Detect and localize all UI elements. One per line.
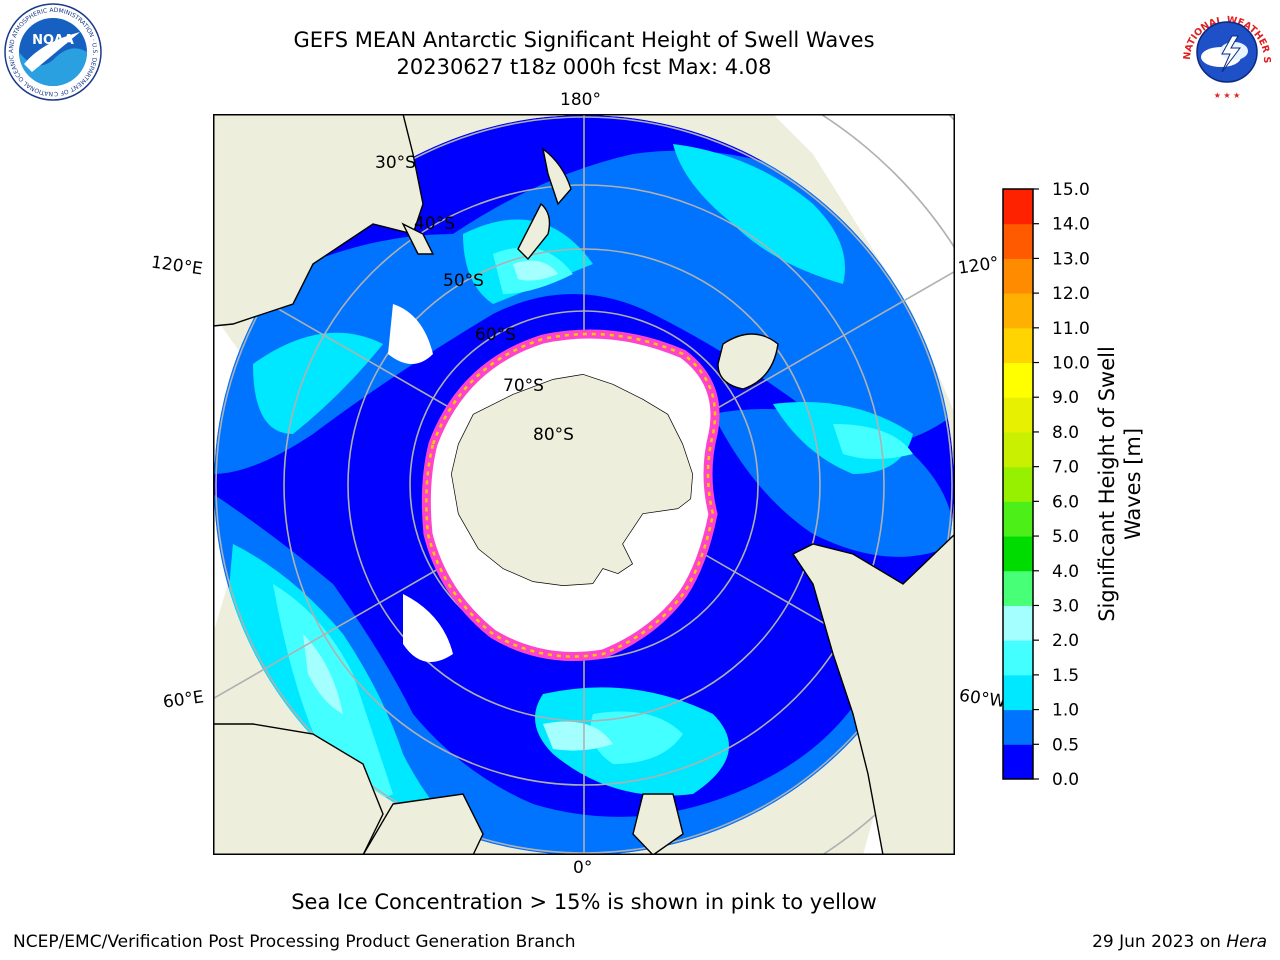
footer-branch: NCEP/EMC/Verification Post Processing Pr… (13, 932, 576, 952)
colorbar-block (1003, 536, 1033, 572)
colorbar-block (1003, 258, 1033, 294)
colorbar-block (1003, 327, 1033, 364)
lat-label-50s: 50°S (443, 271, 484, 291)
footer-date-text: 29 Jun 2023 on (1092, 932, 1227, 952)
colorbar-block (1003, 397, 1033, 433)
land-outlines (213, 114, 955, 855)
colorbar-tick-label: 7.0 (1052, 458, 1079, 478)
colorbar: 0.0 0.5 1.0 1.5 2.0 3.0 4.0 5.0 6.0 7.0 8.0 9.0 10.0… (1002, 180, 1145, 790)
lon-label-bottom: 0° (573, 858, 593, 878)
colorbar-block (1003, 466, 1033, 502)
colorbar-tick-label: 0.0 (1052, 770, 1079, 790)
footer-host: Hera (1226, 932, 1267, 952)
colorbar-tick-label: 9.0 (1052, 388, 1079, 408)
colorbar-block (1003, 431, 1033, 468)
colorbar-tick-label: 1.0 (1052, 701, 1079, 721)
lon-label-60e: 60°E (161, 687, 206, 713)
map-frame (213, 114, 955, 855)
colorbar-ticks: 0.0 0.5 1.0 1.5 2.0 3.0 4.0 5.0 6.0 7.0 8.0 9.0 10.0… (1033, 180, 1090, 790)
colorbar-frame (1002, 188, 1034, 780)
footer-date: 29 Jun 2023 on Hera (1092, 932, 1267, 952)
colorbar-tick-label: 0.5 (1052, 735, 1079, 755)
colorbar-tick-label: 10.0 (1052, 354, 1090, 374)
lat-label-40s: 40°S (414, 214, 455, 234)
sea-ice (388, 304, 720, 662)
colorbar-block (1003, 605, 1033, 641)
chart-title: GEFS MEAN Antarctic Significant Height o… (293, 28, 875, 52)
colorbar-tick-label: 2.0 (1052, 631, 1079, 651)
colorbar-block (1003, 674, 1033, 711)
colorbar-block (1003, 362, 1033, 398)
lon-label-120e: 120°E (149, 252, 204, 280)
colorbar-block (1003, 744, 1033, 780)
lat-label-30s: 30°S (375, 153, 416, 173)
lat-label-80s: 80°S (533, 425, 574, 445)
noaa-logo: NATIONAL OCEANIC AND ATMOSPHERIC ADMINIS… (2, 2, 102, 101)
colorbar-tick-label: 1.5 (1052, 666, 1079, 686)
colorbar-block (1003, 189, 1033, 225)
colorbar-label-line1: Significant Height of Swell (1095, 346, 1119, 622)
colorbar-block (1003, 293, 1033, 329)
chart-subtitle: 20230627 t18z 000h fcst Max: 4.08 (396, 55, 772, 79)
colorbar-block (1003, 570, 1033, 606)
colorbar-tick-label: 4.0 (1052, 562, 1079, 582)
colorbar-tick-label: 5.0 (1052, 527, 1079, 547)
colorbar-tick-label: 15.0 (1052, 180, 1090, 200)
colorbar-tick-label: 14.0 (1052, 215, 1090, 235)
colorbar-tick-label: 6.0 (1052, 492, 1079, 512)
lat-label-60s: 60°S (475, 325, 516, 345)
colorbar-label-line2: Waves [m] (1121, 428, 1145, 540)
colorbar-tick-label: 11.0 (1052, 319, 1090, 339)
colorbar-block (1003, 709, 1033, 745)
colorbar-tick-label: 12.0 (1052, 284, 1090, 304)
lat-label-70s: 70°S (503, 376, 544, 396)
colorbar-tick-label: 13.0 (1052, 249, 1090, 269)
colorbar-blocks (1003, 189, 1033, 780)
lon-label-top: 180° (560, 90, 601, 110)
polar-map: 30°S 40°S 50°S 60°S 70°S 80°S (213, 114, 955, 855)
colorbar-tick-label: 3.0 (1052, 596, 1079, 616)
svg-text:★ ★ ★: ★ ★ ★ (1214, 91, 1241, 100)
noaa-logo-text: NOAA (32, 33, 74, 48)
colorbar-tick-label: 8.0 (1052, 423, 1079, 443)
nws-logo: NATIONAL WEATHER SERVICE ★ ★ ★ (1176, 2, 1274, 100)
colorbar-block (1003, 223, 1033, 259)
sea-ice-caption: Sea Ice Concentration > 15% is shown in … (291, 890, 877, 914)
colorbar-block (1003, 640, 1033, 676)
colorbar-block (1003, 501, 1033, 537)
